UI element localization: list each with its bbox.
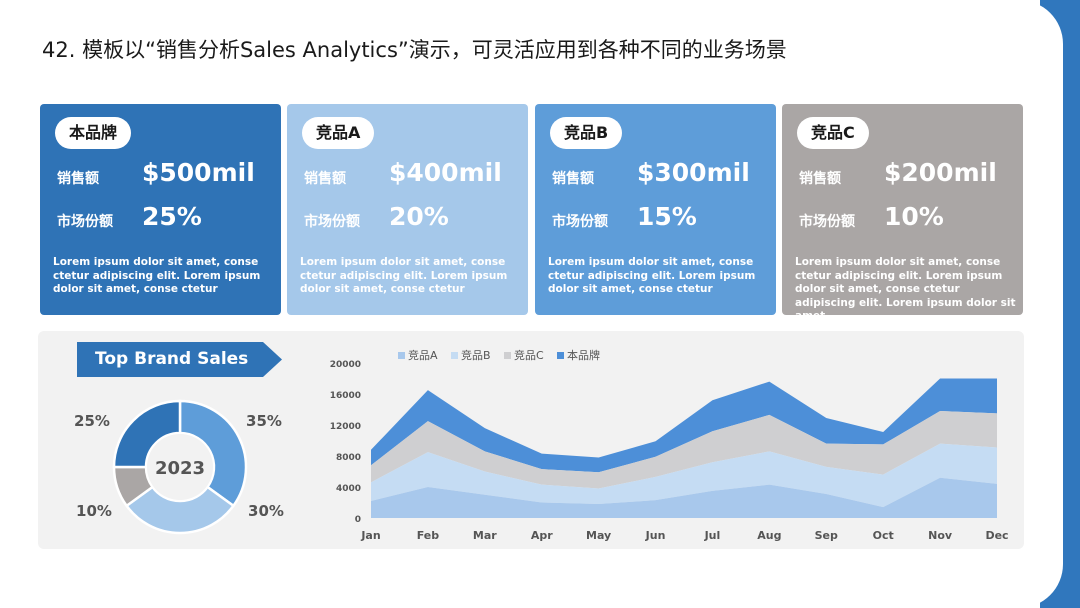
card-competitor-c[interactable]: 竞品C 销售额 $200mil 市场份额 10% Lorem ipsum dol… <box>782 104 1023 322</box>
legend-label: 竞品B <box>461 348 491 362</box>
legend-label: 竞品C <box>514 348 544 362</box>
area-competitor-a <box>371 477 997 518</box>
sales-value: $400mil <box>389 158 502 187</box>
x-tick-label: Nov <box>928 529 953 542</box>
donut-chart: 35% 30% 10% 25% 2023 <box>74 399 284 535</box>
sales-label: 销售额 <box>552 171 594 187</box>
card-badge-c: 竞品C <box>797 117 869 149</box>
legend-swatch <box>451 352 458 359</box>
area-brand <box>371 378 997 473</box>
card-competitor-b[interactable]: 竞品B 销售额 $300mil 市场份额 15% Lorem ipsum dol… <box>535 104 776 315</box>
slice-competitor-b <box>178 399 248 508</box>
card-brand[interactable]: 本品牌 销售额 $500mil 市场份额 25% Lorem ipsum dol… <box>40 104 281 315</box>
sales-value: $200mil <box>884 158 997 187</box>
share-value: 15% <box>637 202 697 231</box>
share-value: 20% <box>389 202 449 231</box>
y-tick-label: 12000 <box>330 422 361 432</box>
area-chart: 0 4000 8000 12000 16000 20000 Jan Feb Mar Apr May J… <box>330 348 1009 542</box>
sales-value: $300mil <box>637 158 750 187</box>
donut-center-label: 2023 <box>155 458 205 479</box>
legend-label: 本品牌 <box>567 348 600 362</box>
card-badge-b: 竞品B <box>550 117 623 149</box>
card-badge-brand: 本品牌 <box>55 117 132 149</box>
area-competitor-c <box>371 411 997 489</box>
share-label: 市场份额 <box>799 214 855 230</box>
sales-label: 销售额 <box>304 171 346 187</box>
x-tick-label: Jul <box>704 529 721 542</box>
y-tick-label: 16000 <box>330 391 361 401</box>
legend-label: 竞品A <box>408 348 438 362</box>
donut-hole <box>147 434 213 500</box>
legend-swatch <box>398 352 405 359</box>
x-tick-label: Sep <box>815 529 838 542</box>
share-label: 市场份额 <box>57 214 113 230</box>
area-competitor-b <box>371 443 997 508</box>
legend-swatch <box>504 352 511 359</box>
sales-label: 销售额 <box>799 171 841 187</box>
slice-brand <box>112 399 182 469</box>
y-tick-label: 20000 <box>330 360 361 370</box>
y-tick-label: 8000 <box>336 453 361 463</box>
x-tick-label: Mar <box>473 529 497 542</box>
y-tick-label: 4000 <box>336 484 361 494</box>
card-description: Lorem ipsum dolor sit amet, conse ctetur… <box>548 256 756 295</box>
donut-pct-label: 30% <box>248 502 284 520</box>
share-value: 25% <box>142 202 202 231</box>
x-tick-label: Aug <box>757 529 781 542</box>
share-value: 10% <box>884 202 944 231</box>
share-label: 市场份额 <box>552 214 608 230</box>
card-description: Lorem ipsum dolor sit amet, conse ctetur… <box>53 256 261 295</box>
legend-swatch <box>557 352 564 359</box>
page-title: 42. 模板以“销售分析Sales Analytics”演示，可灵活应用到各种不… <box>42 38 787 62</box>
card-description: Lorem ipsum dolor sit amet, conse ctetur… <box>795 256 1016 322</box>
x-tick-label: Feb <box>417 529 440 542</box>
slice-competitor-a <box>124 485 236 535</box>
card-badge-a: 竞品A <box>302 117 375 149</box>
x-tick-label: Apr <box>531 529 553 542</box>
x-tick-label: Dec <box>985 529 1008 542</box>
sales-label: 销售额 <box>57 171 99 187</box>
donut-pct-label: 25% <box>74 412 110 430</box>
donut-pct-label: 35% <box>246 412 282 430</box>
share-label: 市场份额 <box>304 214 360 230</box>
sales-value: $500mil <box>142 158 255 187</box>
x-tick-label: May <box>586 529 611 542</box>
y-tick-label: 0 <box>355 515 361 525</box>
x-tick-label: Oct <box>873 529 894 542</box>
donut-pct-label: 10% <box>76 502 112 520</box>
card-competitor-a[interactable]: 竞品A 销售额 $400mil 市场份额 20% Lorem ipsum dol… <box>287 104 528 315</box>
section-ribbon: Top Brand Sales <box>77 342 282 377</box>
card-description: Lorem ipsum dolor sit amet, conse ctetur… <box>300 256 508 295</box>
x-tick-label: Jan <box>360 529 380 542</box>
x-tick-label: Jun <box>645 529 666 542</box>
